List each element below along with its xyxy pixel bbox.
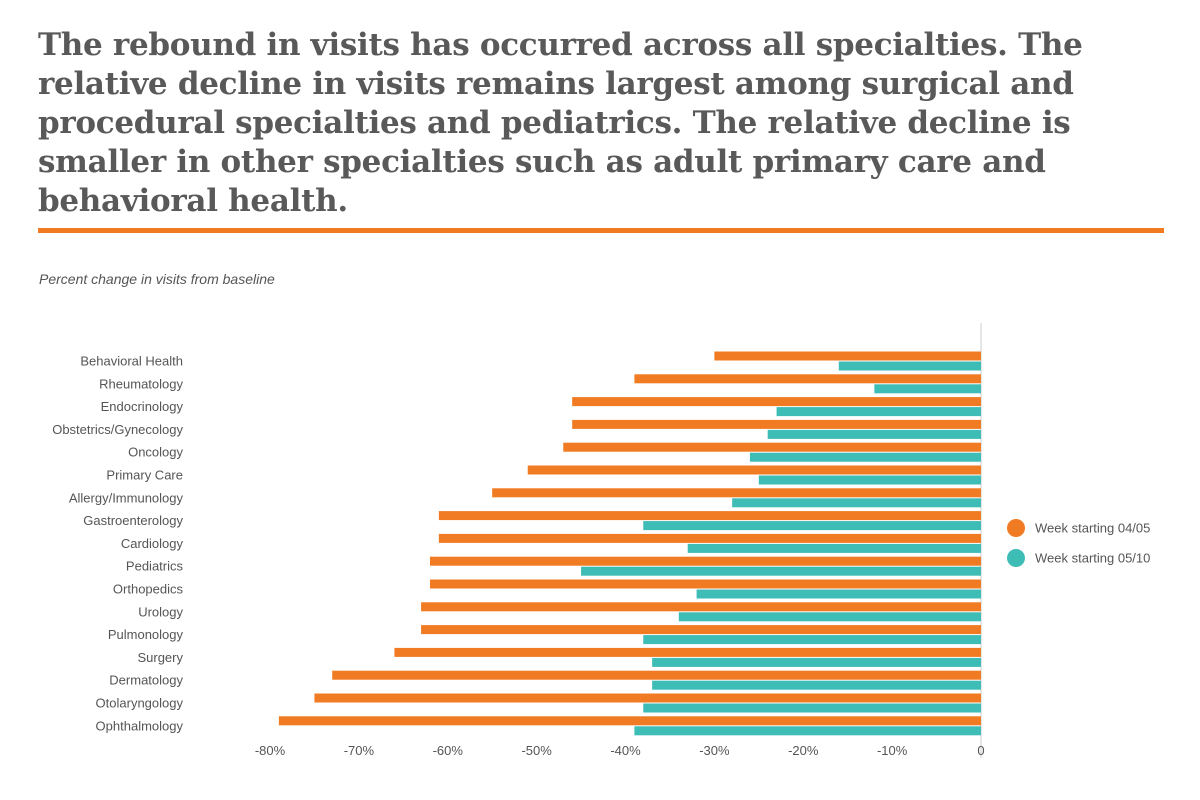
category-label: Rheumatology [99,376,183,391]
category-label: Cardiology [121,536,184,551]
bar-week-0510 [687,543,981,553]
bar-week-0405 [278,716,981,726]
x-tick-label: -80% [255,743,286,758]
category-label: Surgery [137,650,183,665]
bar-week-0405 [634,374,981,384]
category-label: Ophthalmology [96,718,184,733]
bar-week-0510 [643,521,981,531]
headline: The rebound in visits has occurred acros… [38,27,1083,219]
category-label: Dermatology [109,673,183,688]
legend-label: Week starting 05/10 [1035,551,1150,566]
category-label: Gastroenterology [83,513,183,528]
bar-week-0510 [678,612,981,622]
orange-divider [38,228,1164,233]
category-label: Oncology [128,445,183,460]
bar-week-0405 [527,465,981,475]
bar-week-0405 [438,533,981,543]
bar-week-0405 [572,419,981,429]
bar-week-0510 [838,361,981,371]
bar-week-0510 [767,429,981,439]
category-label: Obstetrics/Gynecology [52,422,183,437]
chart-subtitle: Percent change in visits from baseline [39,271,275,287]
x-tick-label: 0 [977,743,984,758]
bar-week-0510 [776,407,981,417]
bar-week-0405 [314,693,981,703]
x-tick-label: -20% [788,743,819,758]
bar-week-0405 [438,511,981,521]
bar-week-0510 [643,635,981,645]
category-label: Allergy/Immunology [69,490,184,505]
x-tick-label: -60% [433,743,464,758]
bar-week-0510 [749,452,981,462]
bar-week-0405 [429,556,982,566]
bar-week-0510 [652,680,981,690]
legend-label: Week starting 04/05 [1035,521,1150,536]
bar-week-0510 [874,384,981,394]
x-tick-label: -50% [521,743,552,758]
category-label: Pediatrics [126,559,184,574]
category-label: Behavioral Health [80,354,183,369]
category-label: Urology [138,604,183,619]
bar-week-0405 [421,602,981,612]
bar-week-0510 [758,475,981,485]
bar-week-0510 [581,566,981,576]
category-label: Pulmonology [108,627,184,642]
bar-week-0405 [332,670,981,680]
category-label: Orthopedics [113,582,184,597]
bar-week-0405 [714,351,981,361]
bar-week-0510 [652,657,981,667]
category-label: Endocrinology [101,399,184,414]
bar-week-0405 [394,647,981,657]
bar-week-0405 [421,625,981,635]
legend-marker [1007,549,1025,567]
bar-week-0405 [429,579,982,589]
bar-week-0510 [696,589,981,599]
category-label: Primary Care [106,468,183,483]
bar-week-0510 [634,726,981,736]
x-tick-label: -30% [699,743,730,758]
bar-week-0405 [492,488,981,498]
bar-week-0405 [572,397,981,407]
x-tick-label: -70% [344,743,375,758]
bar-week-0510 [643,703,981,713]
bar-week-0405 [563,442,981,452]
x-tick-label: -10% [877,743,908,758]
category-label: Otolaryngology [96,696,184,711]
x-tick-label: -40% [610,743,641,758]
legend-marker [1007,519,1025,537]
bar-week-0510 [732,498,981,508]
